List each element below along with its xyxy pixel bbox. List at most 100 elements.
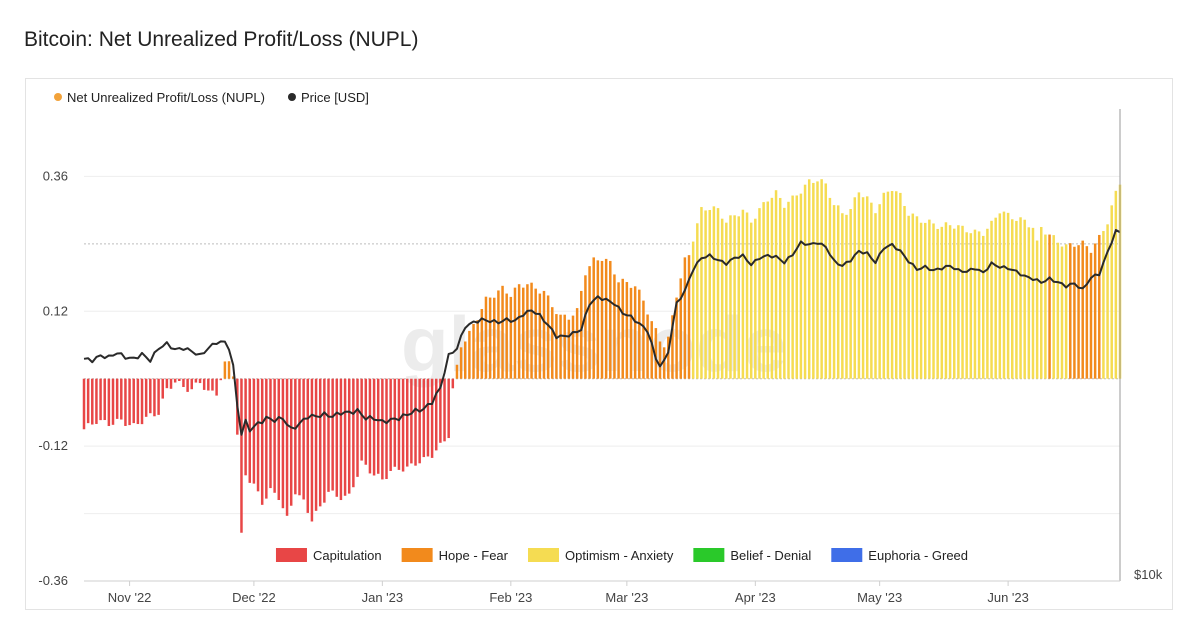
nupl-bar bbox=[385, 378, 388, 480]
nupl-bar bbox=[584, 275, 587, 379]
zone-legend-item[interactable]: Euphoria - Greed bbox=[831, 548, 968, 563]
series-legend[interactable]: Net Unrealized Profit/Loss (NUPL) Price [… bbox=[54, 90, 369, 105]
nupl-bar bbox=[691, 241, 695, 379]
nupl-bar bbox=[1073, 246, 1076, 379]
y-tick-label: -0.36 bbox=[38, 573, 68, 588]
nupl-bar bbox=[567, 319, 571, 379]
nupl-bar bbox=[476, 320, 479, 379]
nupl-bar bbox=[99, 378, 102, 421]
nupl-bar bbox=[787, 201, 790, 379]
nupl-bar bbox=[600, 260, 604, 379]
zone-label: Capitulation bbox=[313, 548, 382, 563]
nupl-bar bbox=[509, 296, 513, 379]
nupl-bar bbox=[766, 201, 770, 379]
nupl-bar bbox=[488, 297, 492, 379]
nupl-bar bbox=[472, 323, 475, 379]
nupl-bar bbox=[1011, 219, 1014, 379]
nupl-bar bbox=[140, 378, 144, 425]
zone-legend-item[interactable]: Optimism - Anxiety bbox=[528, 548, 674, 563]
nupl-bar bbox=[455, 364, 459, 379]
nupl-bar bbox=[115, 378, 119, 419]
nupl-bar bbox=[302, 378, 305, 500]
nupl-bar bbox=[712, 206, 716, 379]
x-tick-label: Jan '23 bbox=[362, 590, 404, 605]
nupl-bar bbox=[948, 225, 952, 379]
nupl-bar bbox=[439, 378, 442, 443]
nupl-bar bbox=[754, 218, 757, 379]
zone-swatch bbox=[401, 548, 433, 562]
nupl-bar bbox=[1048, 234, 1051, 379]
nupl-bar bbox=[936, 228, 939, 379]
nupl-bar bbox=[128, 378, 131, 426]
nupl-bar bbox=[1106, 224, 1109, 379]
nupl-bar bbox=[376, 378, 380, 474]
nupl-bar bbox=[231, 376, 235, 379]
nupl-bar bbox=[778, 197, 782, 379]
x-tick-label: May '23 bbox=[857, 590, 902, 605]
zone-label: Euphoria - Greed bbox=[868, 548, 968, 563]
nupl-bar bbox=[1031, 227, 1035, 379]
nupl-bar bbox=[642, 300, 645, 379]
nupl-bar bbox=[965, 232, 968, 379]
zone-legend-item[interactable]: Hope - Fear bbox=[401, 548, 509, 563]
legend-item[interactable]: Price [USD] bbox=[287, 90, 369, 105]
nupl-bar bbox=[153, 378, 156, 417]
zone-legend-item[interactable]: Capitulation bbox=[275, 548, 382, 563]
nupl-bar bbox=[807, 179, 811, 379]
nupl-bar bbox=[700, 207, 703, 379]
nupl-bar bbox=[832, 205, 836, 379]
nupl-bar bbox=[679, 278, 682, 379]
nupl-bar bbox=[998, 213, 1002, 379]
zone-swatch bbox=[528, 548, 559, 562]
nupl-bar bbox=[331, 378, 334, 491]
nupl-bar bbox=[621, 278, 624, 379]
nupl-bar bbox=[1069, 243, 1072, 379]
nupl-bar bbox=[650, 321, 653, 379]
nupl-bar bbox=[617, 282, 620, 379]
nupl-bar bbox=[853, 197, 857, 379]
nupl-bar bbox=[940, 226, 944, 379]
zone-label: Belief - Denial bbox=[730, 548, 811, 563]
nupl-bar bbox=[633, 286, 637, 379]
nupl-bar bbox=[173, 378, 177, 383]
nupl-bar bbox=[774, 190, 778, 379]
nupl-bar bbox=[580, 290, 583, 379]
nupl-bar bbox=[124, 378, 127, 426]
zone-legend-item[interactable]: Belief - Denial bbox=[693, 548, 811, 563]
y-tick-label: -0.12 bbox=[38, 438, 68, 453]
nupl-bar bbox=[1102, 231, 1105, 379]
nupl-bar bbox=[381, 378, 384, 480]
nupl-bar bbox=[157, 378, 160, 415]
nupl-bar bbox=[994, 217, 997, 379]
nupl-bar bbox=[563, 314, 566, 379]
zone-label: Optimism - Anxiety bbox=[565, 548, 674, 563]
nupl-bar bbox=[733, 215, 736, 379]
nupl-bar bbox=[662, 347, 666, 379]
x-tick-label: Feb '23 bbox=[489, 590, 532, 605]
nupl-bar bbox=[932, 223, 935, 379]
nupl-bar bbox=[894, 191, 898, 379]
nupl-bar bbox=[314, 378, 318, 511]
nupl-bar bbox=[575, 308, 579, 379]
nupl-bar bbox=[335, 378, 339, 497]
nupl-bar bbox=[111, 378, 115, 425]
nupl-bar bbox=[675, 297, 678, 379]
nupl-bar bbox=[646, 314, 649, 379]
nupl-bar bbox=[347, 378, 351, 494]
nupl-bar bbox=[542, 290, 546, 379]
nupl-bar bbox=[741, 209, 745, 379]
nupl-bar bbox=[538, 293, 542, 379]
nupl-bar bbox=[841, 213, 844, 379]
nupl-bar bbox=[410, 378, 413, 464]
nupl-bar bbox=[517, 284, 521, 379]
legend-item[interactable]: Net Unrealized Profit/Loss (NUPL) bbox=[54, 90, 265, 105]
nupl-bar bbox=[845, 214, 848, 379]
nupl-bar bbox=[207, 378, 210, 391]
zone-swatch bbox=[275, 548, 307, 562]
zone-legend[interactable]: Capitulation Hope - Fear Optimism - Anxiet… bbox=[275, 548, 968, 563]
nupl-bar bbox=[986, 228, 989, 379]
nupl-bar bbox=[609, 260, 612, 379]
nupl-bar bbox=[923, 222, 927, 379]
nupl-bar bbox=[493, 297, 496, 379]
